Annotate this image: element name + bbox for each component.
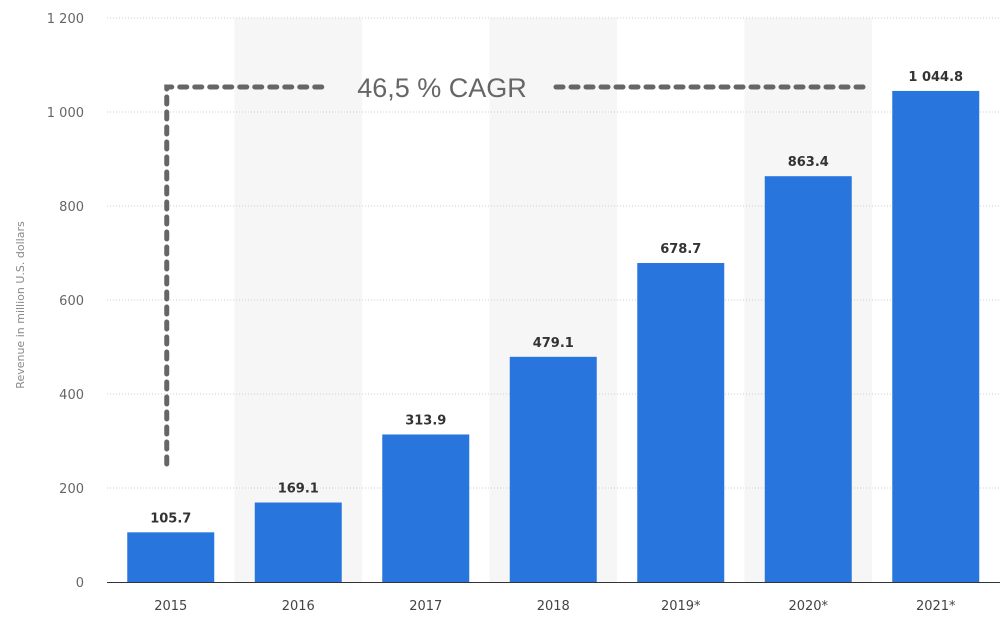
bars [127, 90, 980, 582]
data-label: 678.7 [660, 242, 701, 257]
y-tick-label: 1 200 [47, 12, 84, 27]
bar [764, 176, 852, 582]
cagr-label: 46,5 % CAGR [357, 73, 527, 103]
bar [509, 356, 597, 582]
y-tick-label: 600 [59, 294, 84, 309]
x-tick-label: 2019* [661, 599, 701, 614]
column-band [234, 18, 362, 582]
y-tick-label: 0 [76, 576, 84, 591]
data-labels: 105.7 169.1 313.9 479.1 678.7 863.4 1 044.8 [150, 70, 963, 526]
bar [637, 263, 725, 582]
x-tick-label: 2015 [154, 599, 187, 614]
x-tick-label: 2017 [409, 599, 442, 614]
bar [382, 434, 470, 582]
data-label: 479.1 [533, 336, 574, 351]
x-axis-ticks: 2015 2016 2017 2018 2019* 2020* 2021* [154, 599, 956, 614]
data-label: 1 044.8 [908, 70, 963, 85]
y-tick-label: 200 [59, 482, 84, 497]
x-tick-label: 2016 [282, 599, 315, 614]
data-label: 169.1 [278, 482, 319, 497]
cagr-annotation: 46,5 % CAGR [164, 73, 867, 467]
y-tick-label: 1 000 [47, 106, 84, 121]
bar [254, 502, 342, 582]
data-label: 105.7 [150, 511, 191, 526]
cagr-bracket-left [164, 84, 329, 467]
y-axis-label: Revenue in million U.S. dollars [14, 221, 27, 389]
x-tick-label: 2021* [916, 599, 956, 614]
y-tick-label: 400 [59, 388, 84, 403]
y-axis-ticks: 0 200 400 600 800 1 000 1 200 [47, 12, 84, 591]
bar [127, 532, 215, 582]
x-tick-label: 2018 [537, 599, 570, 614]
data-label: 313.9 [405, 413, 446, 428]
x-tick-label: 2020* [788, 599, 828, 614]
bar [892, 90, 980, 582]
y-tick-label: 800 [59, 200, 84, 215]
data-label: 863.4 [788, 155, 829, 170]
